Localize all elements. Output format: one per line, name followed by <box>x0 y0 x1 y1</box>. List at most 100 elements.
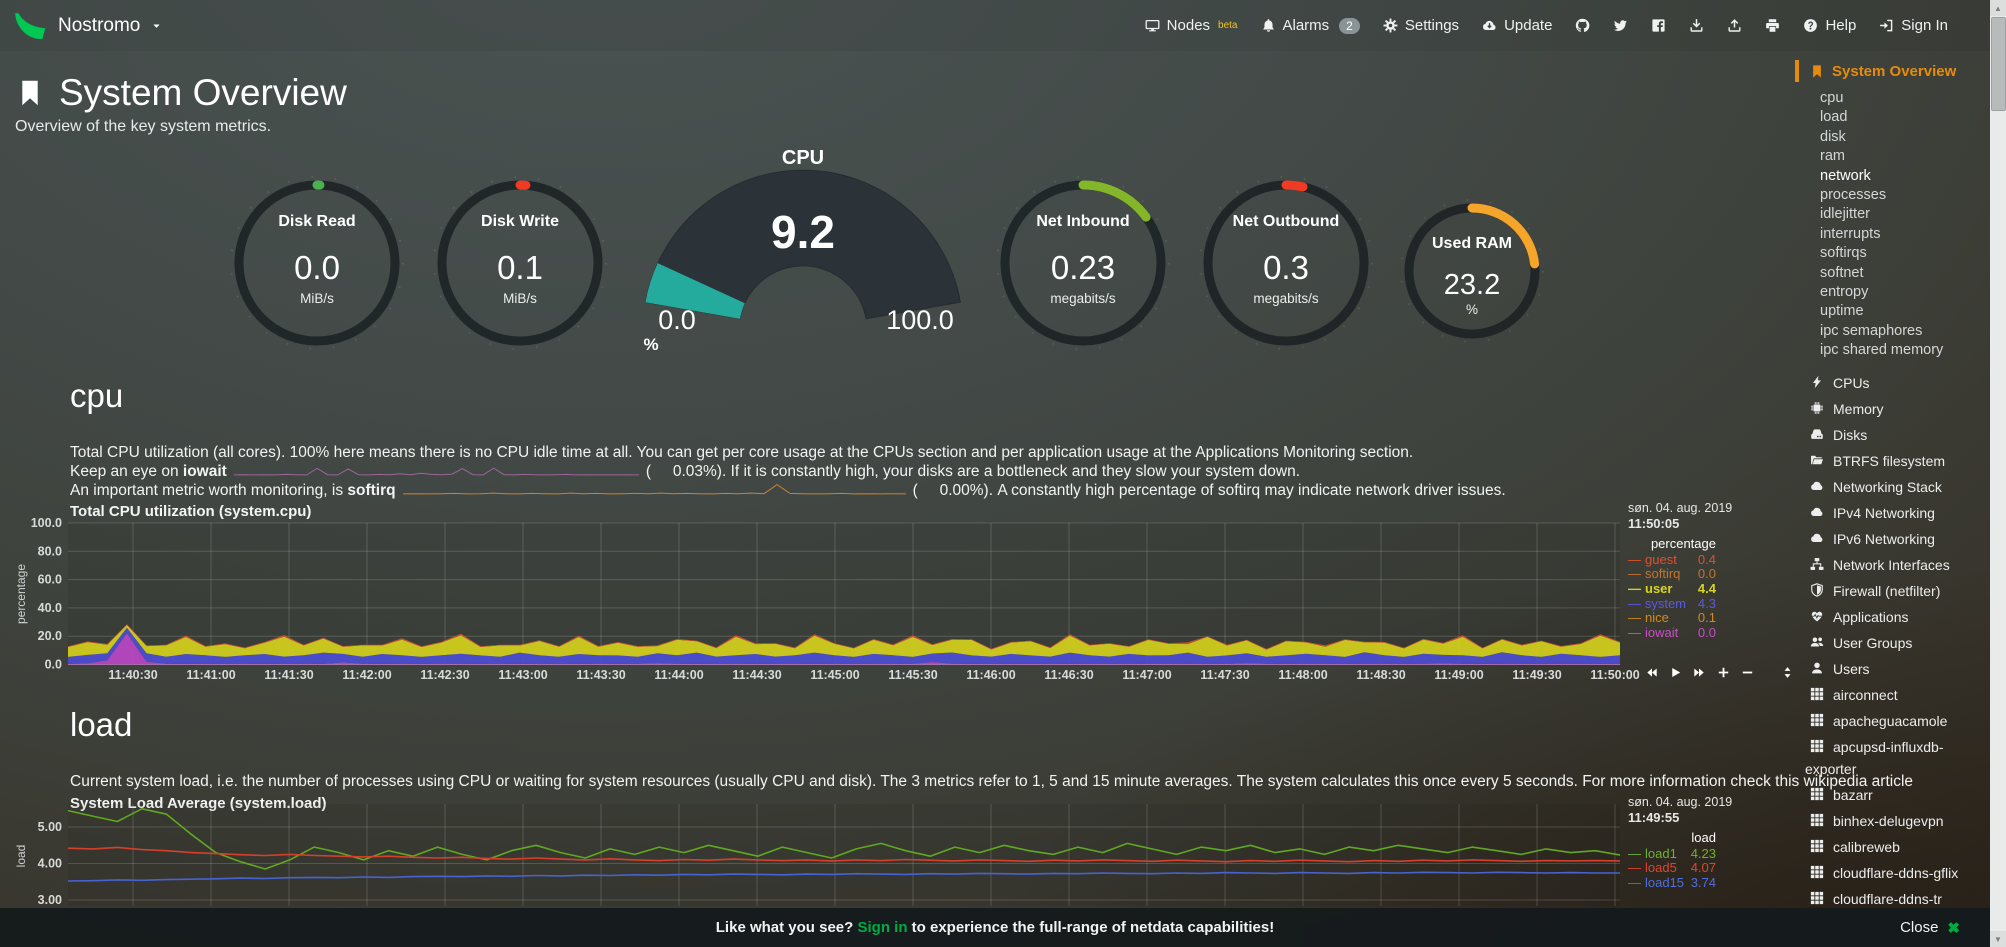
sidebar-subitem-network[interactable]: network <box>1820 167 1871 184</box>
sign-in-link[interactable]: Sign in <box>857 919 908 936</box>
sidebar-item-calibreweb[interactable]: calibreweb <box>1795 834 1993 860</box>
sidebar-subitem-load[interactable]: load <box>1820 109 1848 126</box>
chart-updown-icon[interactable] <box>1781 666 1794 679</box>
sidebar-subitem-interrupts[interactable]: interrupts <box>1820 225 1881 242</box>
chart-backward-icon[interactable] <box>1645 666 1658 679</box>
scrollbar-up-arrow[interactable]: ▲ <box>1990 0 2006 16</box>
svg-text:80.0: 80.0 <box>38 544 62 558</box>
svg-text:11:47:00: 11:47:00 <box>1122 668 1171 682</box>
sidebar-subitem-softirqs[interactable]: softirqs <box>1820 245 1867 262</box>
load-chart-legend-load1[interactable]: — load1 4.23 <box>1628 845 1716 861</box>
grid-icon <box>1810 839 1824 853</box>
load-chart[interactable]: 5.00 4.00 3.00 <box>0 790 1780 908</box>
nav-item-import-snapshot[interactable] <box>1727 18 1742 33</box>
legend-dash-icon: — <box>1628 624 1641 640</box>
sidebar-item-cloudflare-ddns-gflix[interactable]: cloudflare-ddns-gflix <box>1795 860 1993 886</box>
sidebar-item-system-overview[interactable]: System Overview <box>1795 60 1993 82</box>
cloud-update-icon <box>1482 18 1497 33</box>
sidebar-subitem-disk[interactable]: disk <box>1820 128 1846 145</box>
sidebar-item-user-groups[interactable]: User Groups <box>1795 630 1993 656</box>
sidebar-item-bazarr[interactable]: bazarr <box>1795 782 1993 808</box>
load-chart-legend-load15[interactable]: — load15 3.74 <box>1628 874 1716 890</box>
cpu-chart-legend-user[interactable]: — user 4.4 <box>1628 580 1716 596</box>
nav-item-signin[interactable]: Sign In <box>1879 17 1948 34</box>
sidebar-subitem-ram[interactable]: ram <box>1820 148 1845 165</box>
sidebar-subitem-entropy[interactable]: entropy <box>1820 284 1869 301</box>
chart-play-icon[interactable] <box>1669 666 1682 679</box>
nav-item-alarms[interactable]: Alarms 2 <box>1261 17 1360 34</box>
sidebar-item-memory[interactable]: Memory <box>1795 396 1993 422</box>
nav-item-facebook[interactable] <box>1651 18 1666 33</box>
cpu-chart-legend-iowait[interactable]: — iowait 0.0 <box>1628 624 1716 640</box>
sidebar-item-firewall-netfilter[interactable]: Firewall (netfilter) <box>1795 578 1993 604</box>
gauge-cpu-min: 0.0 <box>658 305 696 335</box>
hostname-menu[interactable]: Nostromo <box>0 9 162 43</box>
gauge-disk-write[interactable]: Disk Write 0.1 MiB/s <box>432 175 608 351</box>
sidebar-item-btrfs-filesystem[interactable]: BTRFS filesystem <box>1795 448 1993 474</box>
gauge-used-ram[interactable]: Used RAM 23.2% <box>1399 198 1545 344</box>
cpu-chart[interactable]: 11:40:30 11:41:00 11:41:30 11:42:00 11:42:30… <box>0 498 1780 698</box>
svg-text:11:48:30: 11:48:30 <box>1356 668 1405 682</box>
hostname[interactable]: Nostromo <box>58 14 141 36</box>
sidebar-subitem-softnet[interactable]: softnet <box>1820 264 1864 281</box>
chart-plus-icon[interactable] <box>1717 666 1730 679</box>
nav-item-update[interactable]: Update <box>1482 17 1552 34</box>
sidebar-item-disks[interactable]: Disks <box>1795 422 1993 448</box>
cpu-legend-header: percentage <box>1650 536 1716 551</box>
gauge-disk-read[interactable]: Disk Read 0.0 MiB/s <box>229 175 405 351</box>
nav-item-twitter[interactable] <box>1613 18 1628 33</box>
sidebar-item-network-interfaces[interactable]: Network Interfaces <box>1795 552 1993 578</box>
svg-text:11:43:00: 11:43:00 <box>498 668 547 682</box>
cpu-legend-time: 11:50:05 <box>1628 516 1680 531</box>
sidebar-item-applications[interactable]: Applications <box>1795 604 1993 630</box>
sidebar-subitem-uptime[interactable]: uptime <box>1820 303 1864 320</box>
scrollbar[interactable]: ▲ ▼ <box>1990 0 2006 947</box>
cpu-chart-legend-guest[interactable]: — guest 0.4 <box>1628 551 1716 567</box>
shield-icon <box>1810 582 1824 597</box>
sidebar-item-airconnect[interactable]: airconnect <box>1795 682 1993 708</box>
navbar-actions: Nodes beta Alarms 2 Settings Update Help Sign I… <box>1145 17 1990 34</box>
sidebar-item-binhex-delugevpn[interactable]: binhex-delugevpn <box>1795 808 1993 834</box>
gauge-net-inbound[interactable]: Net Inbound 0.23 megabits/s <box>995 175 1171 351</box>
gauge-disk-write-unit: MiB/s <box>503 291 537 306</box>
sidebar: System Overview cpu load disk ram network pro… <box>1795 60 1993 912</box>
nav-item-settings[interactable]: Settings <box>1383 17 1459 34</box>
nav-item-nodes[interactable]: Nodes beta <box>1145 17 1238 34</box>
chart-forward-icon[interactable] <box>1693 666 1706 679</box>
section-heading-load: load <box>70 706 133 743</box>
nav-item-print[interactable] <box>1765 18 1780 33</box>
sidebar-subitem-processes[interactable]: processes <box>1820 187 1887 204</box>
wikipedia-link[interactable]: this wikipedia article <box>1775 772 1914 790</box>
sidebar-subitem-cpu[interactable]: cpu <box>1820 90 1844 106</box>
gauge-disk-read-unit: MiB/s <box>300 291 334 306</box>
sidebar-subitem-ipc-semaphores[interactable]: ipc semaphores <box>1820 322 1923 339</box>
sidebar-item-ipv6-networking[interactable]: IPv6 Networking <box>1795 526 1993 552</box>
nav-item-help[interactable]: Help <box>1803 17 1856 34</box>
iowait-sparkline <box>233 462 640 482</box>
nav-item-github[interactable] <box>1575 18 1590 33</box>
gauge-net-outbound-value: 0.3 <box>1263 249 1309 286</box>
sidebar-item-apacheguacamole[interactable]: apacheguacamole <box>1795 708 1993 734</box>
sidebar-item-cloudflare-ddns-tr[interactable]: cloudflare-ddns-tr <box>1795 886 1993 912</box>
close-button[interactable]: Close ✖ <box>1900 919 1960 937</box>
sidebar-subitem-idlejitter[interactable]: idlejitter <box>1820 206 1870 223</box>
sidebar-item-users[interactable]: Users <box>1795 656 1993 682</box>
gauge-cpu[interactable]: CPU 9.2 0.0 100.0% <box>628 145 978 360</box>
sidebar-item-networking-stack[interactable]: Networking Stack <box>1795 474 1993 500</box>
monitor-icon <box>1145 18 1160 33</box>
gauge-net-outbound[interactable]: Net Outbound 0.3 megabits/s <box>1198 175 1374 351</box>
cpu-chart-legend-system[interactable]: — system 4.3 <box>1628 595 1716 611</box>
sidebar-item-ipv4-networking[interactable]: IPv4 Networking <box>1795 500 1993 526</box>
load-chart-legend-load5[interactable]: — load5 4.07 <box>1628 860 1716 876</box>
cpu-chart-legend-nice[interactable]: — nice 0.1 <box>1628 610 1716 626</box>
alarms-badge: 2 <box>1339 17 1360 34</box>
nav-item-export-snapshot[interactable] <box>1689 18 1704 33</box>
sidebar-item-apcupsd-influxdb-exporter[interactable]: apcupsd-influxdb-exporter <box>1805 738 1944 777</box>
sitemap-icon <box>1810 557 1824 571</box>
cpu-chart-legend-softirq[interactable]: — softirq 0.0 <box>1628 566 1716 582</box>
sidebar-item-cpus[interactable]: CPUs <box>1795 370 1993 396</box>
scrollbar-down-arrow[interactable]: ▼ <box>1990 931 2006 947</box>
scrollbar-thumb[interactable] <box>1991 17 2006 111</box>
chart-minus-icon[interactable] <box>1741 666 1754 679</box>
sidebar-subitem-ipc-shared-memory[interactable]: ipc shared memory <box>1820 342 1944 359</box>
